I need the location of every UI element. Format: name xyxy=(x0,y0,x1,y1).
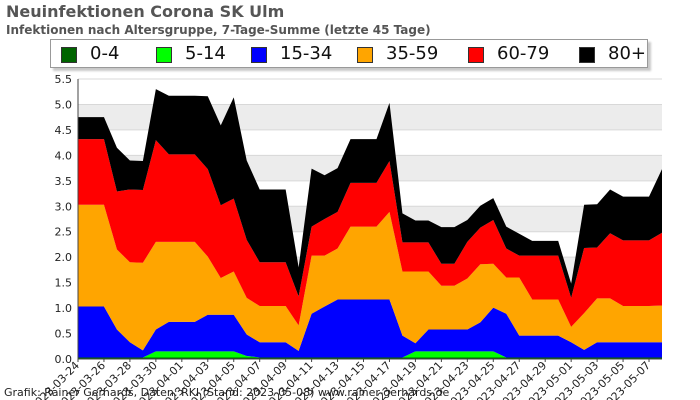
y-tick-label: 5.0 xyxy=(55,98,73,111)
legend-swatch xyxy=(251,47,267,63)
legend-label: 0-4 xyxy=(90,43,120,64)
legend-swatch xyxy=(156,47,172,63)
y-tick-label: 0.0 xyxy=(55,353,73,366)
series-area-80+ xyxy=(78,89,662,298)
y-tick-label: 2.5 xyxy=(55,226,73,239)
chart-title: Neuinfektionen Corona SK Ulm xyxy=(6,2,285,21)
y-tick-label: 1.0 xyxy=(55,302,73,315)
legend-label: 5-14 xyxy=(185,43,226,64)
chart-legend: 0-4 5-14 15-34 35-59 60-79 80+ xyxy=(50,39,648,68)
y-tick-label: 4.0 xyxy=(55,149,73,162)
series-area-5-14 xyxy=(78,351,662,358)
series-area-15-34 xyxy=(78,299,662,358)
series-area-60-79 xyxy=(78,139,662,327)
y-tick-label: 3.0 xyxy=(55,200,73,213)
legend-swatch xyxy=(579,47,595,63)
legend-label: 15-34 xyxy=(280,43,333,64)
y-tick-label: 5.5 xyxy=(55,73,73,86)
legend-swatch xyxy=(468,47,484,63)
y-tick-label: 0.5 xyxy=(55,328,73,341)
legend-swatch xyxy=(61,47,77,63)
y-tick-label: 3.5 xyxy=(55,175,73,188)
legend-label: 80+ xyxy=(608,43,646,64)
legend-swatch xyxy=(357,47,373,63)
credit-line: Grafik: Rainer Gerhards, Daten: RKI (Sta… xyxy=(4,386,450,399)
chart-subtitle: Infektionen nach Altersgruppe, 7-Tage-Su… xyxy=(6,23,431,37)
series-area-35-59 xyxy=(78,204,662,351)
y-tick-label: 2.0 xyxy=(55,251,73,264)
legend-label: 35-59 xyxy=(386,43,439,64)
y-tick-label: 4.5 xyxy=(55,124,73,137)
y-tick-label: 1.5 xyxy=(55,277,73,290)
legend-label: 60-79 xyxy=(497,43,550,64)
